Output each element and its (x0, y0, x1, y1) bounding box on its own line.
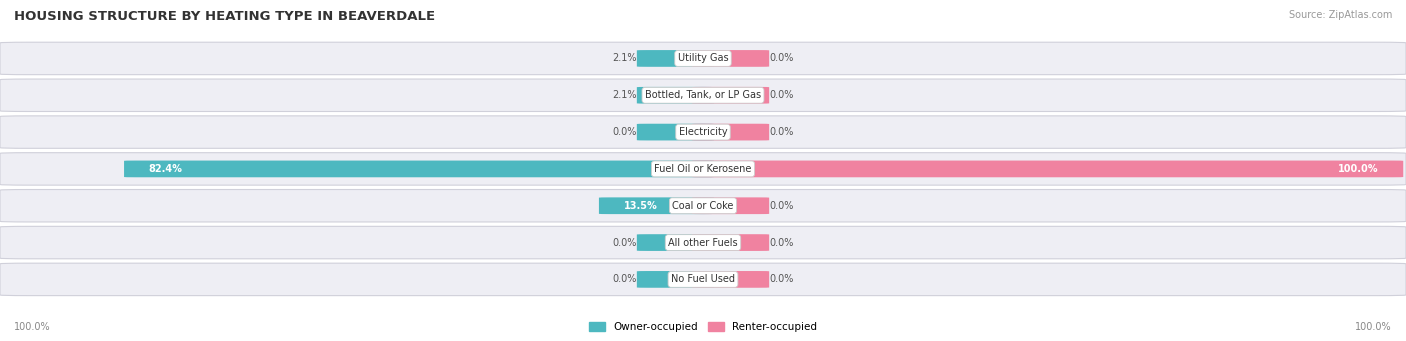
FancyBboxPatch shape (0, 79, 1406, 112)
Text: Electricity: Electricity (679, 127, 727, 137)
Text: 2.1%: 2.1% (613, 54, 637, 63)
FancyBboxPatch shape (692, 271, 769, 288)
FancyBboxPatch shape (0, 226, 1406, 259)
Text: Source: ZipAtlas.com: Source: ZipAtlas.com (1288, 10, 1392, 20)
FancyBboxPatch shape (637, 87, 714, 104)
FancyBboxPatch shape (0, 153, 1406, 185)
Text: 0.0%: 0.0% (769, 275, 793, 284)
Text: HOUSING STRUCTURE BY HEATING TYPE IN BEAVERDALE: HOUSING STRUCTURE BY HEATING TYPE IN BEA… (14, 10, 436, 23)
Text: Bottled, Tank, or LP Gas: Bottled, Tank, or LP Gas (645, 90, 761, 100)
Text: 0.0%: 0.0% (613, 127, 637, 137)
Text: 0.0%: 0.0% (769, 238, 793, 248)
FancyBboxPatch shape (637, 124, 714, 140)
Text: 0.0%: 0.0% (769, 201, 793, 211)
Text: 82.4%: 82.4% (149, 164, 183, 174)
FancyBboxPatch shape (692, 234, 769, 251)
FancyBboxPatch shape (692, 124, 769, 140)
FancyBboxPatch shape (0, 190, 1406, 222)
Text: 2.1%: 2.1% (613, 90, 637, 100)
Text: 100.0%: 100.0% (14, 322, 51, 332)
FancyBboxPatch shape (0, 263, 1406, 296)
Legend: Owner-occupied, Renter-occupied: Owner-occupied, Renter-occupied (589, 322, 817, 332)
Text: Utility Gas: Utility Gas (678, 54, 728, 63)
Text: 0.0%: 0.0% (769, 90, 793, 100)
Text: 0.0%: 0.0% (769, 54, 793, 63)
FancyBboxPatch shape (637, 271, 714, 288)
FancyBboxPatch shape (637, 50, 714, 67)
Text: 100.0%: 100.0% (1339, 164, 1378, 174)
Text: Fuel Oil or Kerosene: Fuel Oil or Kerosene (654, 164, 752, 174)
Text: No Fuel Used: No Fuel Used (671, 275, 735, 284)
FancyBboxPatch shape (692, 161, 1403, 177)
Text: 0.0%: 0.0% (613, 238, 637, 248)
Text: All other Fuels: All other Fuels (668, 238, 738, 248)
Text: 0.0%: 0.0% (613, 275, 637, 284)
FancyBboxPatch shape (692, 197, 769, 214)
FancyBboxPatch shape (599, 197, 714, 214)
Text: 13.5%: 13.5% (624, 201, 658, 211)
FancyBboxPatch shape (0, 116, 1406, 148)
Text: 0.0%: 0.0% (769, 127, 793, 137)
FancyBboxPatch shape (637, 234, 714, 251)
FancyBboxPatch shape (124, 161, 714, 177)
Text: 100.0%: 100.0% (1355, 322, 1392, 332)
FancyBboxPatch shape (692, 50, 769, 67)
FancyBboxPatch shape (0, 42, 1406, 75)
Text: Coal or Coke: Coal or Coke (672, 201, 734, 211)
FancyBboxPatch shape (692, 87, 769, 104)
